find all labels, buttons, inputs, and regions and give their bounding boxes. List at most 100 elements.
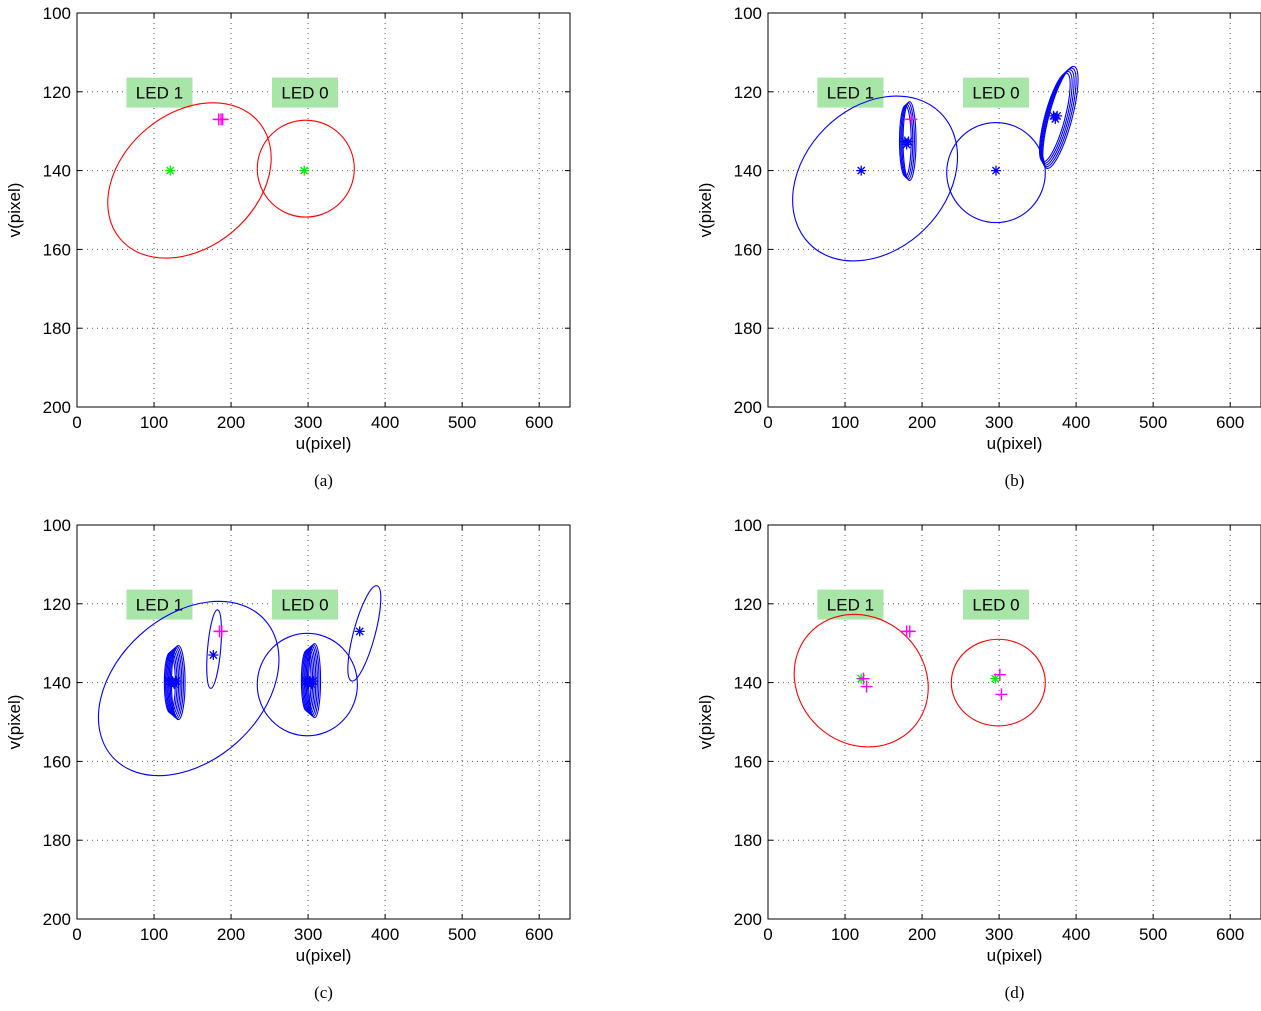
y-tick-label: 100 <box>43 4 71 23</box>
star-marker <box>299 165 310 176</box>
y-tick-label: 160 <box>734 240 762 259</box>
x-tick-label: 0 <box>72 925 81 944</box>
y-tick-label: 180 <box>43 831 71 850</box>
panel-caption: (a) <box>314 471 333 490</box>
uncertainty-ellipse <box>793 613 929 748</box>
led-label-box <box>272 589 339 620</box>
y-tick-label: 200 <box>43 910 71 929</box>
led-label-box <box>126 77 193 108</box>
led-label-box <box>817 77 884 108</box>
plus-marker <box>903 625 916 638</box>
led-label: LED 0 <box>972 84 1019 103</box>
x-tick-label: 400 <box>371 413 399 432</box>
panel-caption: (d) <box>1005 983 1025 1002</box>
uncertainty-ellipse <box>256 119 355 218</box>
x-tick-label: 500 <box>1139 413 1167 432</box>
y-axis-label: v(pixel) <box>5 695 24 750</box>
uncertainty-ellipse <box>946 121 1046 224</box>
x-tick-label: 500 <box>448 413 476 432</box>
x-axis-label: u(pixel) <box>987 434 1043 453</box>
y-axis-label: v(pixel) <box>5 183 24 238</box>
led-label: LED 0 <box>281 596 328 615</box>
x-tick-label: 400 <box>371 925 399 944</box>
x-tick-label: 400 <box>1062 413 1090 432</box>
led-label-box <box>272 77 339 108</box>
x-axis-label: u(pixel) <box>987 946 1043 965</box>
x-tick-label: 600 <box>525 413 553 432</box>
y-axis-label: v(pixel) <box>696 695 715 750</box>
axes-frame <box>76 524 571 920</box>
plus-marker <box>857 672 870 685</box>
plus-marker <box>215 625 228 638</box>
led-label: LED 1 <box>136 84 183 103</box>
y-tick-label: 140 <box>734 674 762 693</box>
y-tick-label: 140 <box>734 162 762 181</box>
x-axis-label: u(pixel) <box>296 434 352 453</box>
chart-panel-4: 0 100 200 300 400 500 600 100 120 140 160 180 200 u(p… <box>696 516 1261 1002</box>
plus-marker <box>860 680 873 693</box>
star-marker <box>208 650 219 661</box>
y-tick-label: 120 <box>734 595 762 614</box>
y-tick-label: 180 <box>734 319 762 338</box>
y-tick-label: 160 <box>734 752 762 771</box>
star-marker <box>856 165 867 176</box>
panel-caption: (c) <box>314 983 333 1002</box>
uncertainty-ellipse <box>347 585 382 682</box>
axes-frame <box>767 524 1261 920</box>
panel-caption: (b) <box>1005 471 1025 490</box>
x-tick-label: 0 <box>763 413 772 432</box>
star-marker <box>171 676 182 687</box>
y-tick-label: 120 <box>734 83 762 102</box>
uncertainty-ellipse <box>1040 69 1075 166</box>
y-tick-label: 160 <box>43 240 71 259</box>
y-tick-label: 140 <box>43 674 71 693</box>
x-tick-label: 200 <box>217 413 245 432</box>
y-tick-label: 200 <box>734 398 762 417</box>
y-tick-label: 120 <box>43 83 71 102</box>
x-tick-label: 500 <box>1139 925 1167 944</box>
y-tick-label: 100 <box>43 516 71 535</box>
uncertainty-ellipse <box>107 102 272 259</box>
plus-marker <box>905 113 918 126</box>
uncertainty-ellipse <box>256 632 358 737</box>
star-marker <box>990 673 1001 684</box>
y-tick-label: 200 <box>734 910 762 929</box>
led-label-box <box>963 77 1030 108</box>
x-tick-label: 600 <box>1216 413 1244 432</box>
x-tick-label: 400 <box>1062 925 1090 944</box>
led-label: LED 0 <box>972 596 1019 615</box>
uncertainty-ellipse <box>97 600 280 777</box>
uncertainty-ellipse <box>792 95 959 262</box>
chart-panel-3: 0 100 200 300 400 500 600 100 120 140 160 180 200 u(p… <box>5 516 571 1002</box>
y-tick-label: 120 <box>43 595 71 614</box>
x-tick-label: 0 <box>72 413 81 432</box>
star-marker <box>903 136 914 147</box>
y-tick-label: 100 <box>734 4 762 23</box>
axes-frame <box>76 12 571 408</box>
chart-panel-2: 0 100 200 300 400 500 600 100 120 140 160 180 200 u(p… <box>696 4 1261 490</box>
y-tick-label: 100 <box>734 516 762 535</box>
star-marker <box>1052 110 1063 121</box>
led-label-box <box>963 589 1030 620</box>
axes-frame <box>767 12 1261 408</box>
x-axis-label: u(pixel) <box>296 946 352 965</box>
star-marker <box>991 165 1002 176</box>
x-tick-label: 100 <box>140 413 168 432</box>
star-marker <box>1050 113 1061 124</box>
x-tick-label: 200 <box>908 413 936 432</box>
y-tick-label: 160 <box>43 752 71 771</box>
plus-marker <box>216 113 229 126</box>
star-marker <box>169 679 180 690</box>
star-marker <box>165 165 176 176</box>
star-marker <box>354 626 365 637</box>
uncertainty-ellipse <box>950 638 1046 727</box>
chart-panel-1: 0 100 200 300 400 500 600 100 120 140 160 180 200 u(p… <box>5 4 571 490</box>
x-tick-label: 300 <box>294 925 322 944</box>
y-axis-label: v(pixel) <box>696 183 715 238</box>
x-tick-label: 0 <box>763 925 772 944</box>
led-label-box <box>126 589 193 620</box>
y-tick-label: 180 <box>43 319 71 338</box>
led-label: LED 1 <box>827 84 874 103</box>
